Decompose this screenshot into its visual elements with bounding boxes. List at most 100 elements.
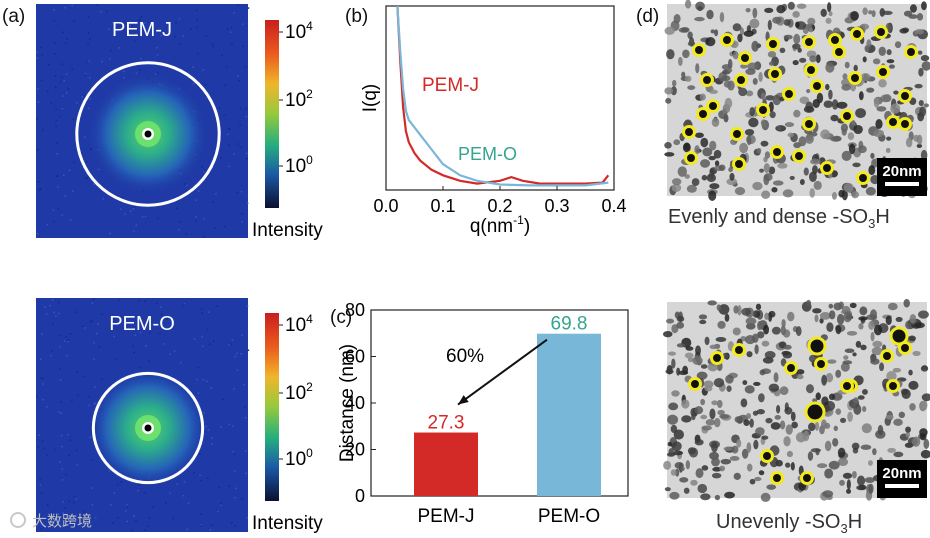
y-tick-label: 80 <box>345 300 365 320</box>
bar-value-label: 69.8 <box>551 314 588 335</box>
sulfonic-cluster-marker <box>832 45 846 59</box>
sulfonic-cluster-marker <box>720 33 734 47</box>
scalebar-box <box>877 460 927 498</box>
beamstop <box>144 424 152 432</box>
sulfonic-cluster-marker <box>810 79 824 93</box>
sulfonic-cluster-marker <box>898 89 912 103</box>
sulfonic-cluster-marker <box>820 161 834 175</box>
panel-b-label: (b) <box>345 6 369 27</box>
sulfonic-cluster-marker <box>898 117 912 131</box>
sulfonic-cluster-marker <box>802 117 816 131</box>
sulfonic-cluster-marker <box>784 361 798 375</box>
x-tick-label: 0.0 <box>373 196 398 216</box>
annotation-pem-j: PEM-J <box>422 75 479 96</box>
arrow-head-icon <box>458 395 469 405</box>
y-axis-label: Distance (nm) <box>337 344 358 462</box>
sulfonic-cluster-marker <box>710 351 724 365</box>
sulfonic-cluster-marker <box>886 379 900 393</box>
y-axis-label: I(q) <box>360 84 381 113</box>
sulfonic-cluster-marker <box>814 357 828 371</box>
sulfonic-cluster-marker <box>766 37 780 51</box>
saxs-pattern-pem-j: PEM-J <box>36 4 250 238</box>
watermark: 大数跨境 <box>10 510 92 531</box>
x-tick-label: 0.4 <box>601 196 626 216</box>
sulfonic-cluster-marker <box>682 125 696 139</box>
cbar-bot-tick-0: 104 <box>285 312 313 336</box>
sulfonic-cluster-marker <box>706 99 720 113</box>
cbar-top-tick-0: 104 <box>285 19 313 43</box>
sulfonic-cluster-marker <box>804 63 818 77</box>
sulfonic-cluster-marker <box>898 341 912 355</box>
scalebar-line <box>885 484 919 488</box>
cbar-bot-title: Intensity <box>252 513 323 534</box>
sulfonic-cluster-marker <box>848 71 862 85</box>
percent-annotation: 60% <box>446 346 484 367</box>
sulfonic-cluster-marker <box>770 471 784 485</box>
x-tick-label: 0.1 <box>430 196 455 216</box>
sulfonic-cluster-marker <box>768 67 782 81</box>
sulfonic-cluster-marker <box>756 103 770 117</box>
bar-pem-o <box>537 333 601 496</box>
series-line-pem-j <box>396 5 610 185</box>
tem-image-dense: 20nm <box>664 0 930 201</box>
scalebar-line <box>885 182 919 186</box>
sulfonic-cluster-marker <box>807 336 827 356</box>
y-tick-label: 40 <box>345 393 365 413</box>
watermark-logo-icon <box>10 512 26 528</box>
category-label: PEM-O <box>538 506 600 527</box>
tem-top-caption: Evenly and dense -SO3H <box>668 206 890 231</box>
sulfonic-cluster-marker <box>880 349 894 363</box>
x-axis-label: q(nm-1) <box>470 213 530 237</box>
sulfonic-cluster-marker <box>886 115 900 129</box>
saxs-pattern-pem-o: PEM-O <box>36 298 250 532</box>
sulfonic-cluster-marker <box>770 145 784 159</box>
sulfonic-cluster-marker <box>904 45 918 59</box>
ring-marker <box>91 371 205 485</box>
scalebar-label: 20nm <box>882 465 921 482</box>
sulfonic-cluster-marker <box>732 343 746 357</box>
sulfonic-cluster-marker <box>688 377 702 391</box>
sulfonic-cluster-marker <box>850 27 864 41</box>
beamstop <box>144 130 152 138</box>
sample-label: PEM-O <box>109 313 175 335</box>
sulfonic-cluster-marker <box>792 149 806 163</box>
sulfonic-cluster-marker <box>696 107 710 121</box>
sulfonic-cluster-marker <box>700 73 714 87</box>
bar-pem-j <box>414 432 478 496</box>
sulfonic-cluster-marker <box>828 33 842 47</box>
panel-a-label: (a) <box>2 6 26 27</box>
sulfonic-cluster-marker <box>802 35 816 49</box>
x-tick-label: 0.2 <box>487 196 512 216</box>
cbar-top-tick-1: 102 <box>285 87 313 111</box>
tem-bottom-caption: Unevenly -SO3H <box>716 511 863 536</box>
x-tick-label: 0.3 <box>544 196 569 216</box>
series-line-pem-o <box>396 5 609 187</box>
sulfonic-cluster-marker <box>876 65 890 79</box>
sulfonic-cluster-marker <box>800 471 814 485</box>
sulfonic-cluster-marker <box>804 401 826 423</box>
sulfonic-cluster-marker <box>760 449 774 463</box>
sulfonic-cluster-marker <box>734 73 748 87</box>
panel-d-label: (d) <box>636 6 660 27</box>
reduction-arrow <box>457 338 548 406</box>
sulfonic-cluster-marker <box>738 51 752 65</box>
sulfonic-cluster-marker <box>730 127 744 141</box>
cbar-top-tick-2: 100 <box>285 153 313 177</box>
colorbar-bottom: 104 102 100 Intensity <box>252 312 323 534</box>
sample-label: PEM-J <box>112 19 172 41</box>
y-tick-label: 60 <box>345 347 365 367</box>
colorbar-top: 104 102 100 Intensity <box>252 19 323 241</box>
sulfonic-cluster-marker <box>840 379 854 393</box>
sulfonic-cluster-marker <box>856 171 870 185</box>
tem-image-uneven: 20nm <box>663 298 930 502</box>
cbar-bot-tick-1: 102 <box>285 380 313 404</box>
sulfonic-cluster-marker <box>732 157 746 171</box>
cbar-bot-tick-2: 100 <box>285 446 313 470</box>
ring-marker <box>75 61 221 207</box>
annotation-pem-o: PEM-O <box>458 144 517 164</box>
sulfonic-cluster-marker <box>684 151 698 165</box>
sulfonic-cluster-marker <box>692 43 706 57</box>
y-tick-label: 20 <box>345 440 365 460</box>
